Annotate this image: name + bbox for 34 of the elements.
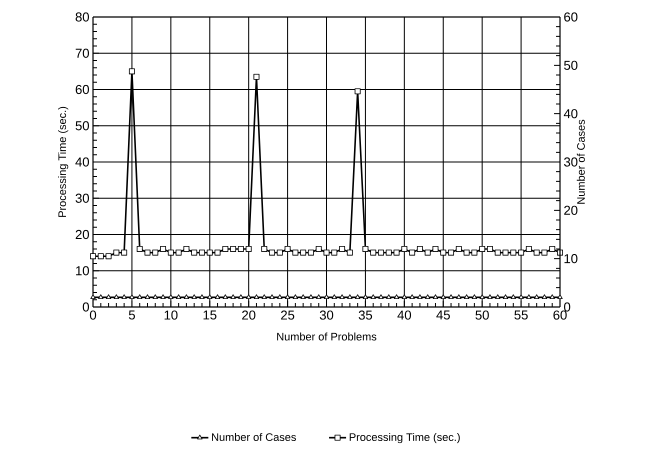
x-tick-label: 5 [128,310,135,320]
y-tick-label: 60 [76,84,89,94]
y-tick-label: 10 [76,266,89,276]
y2-axis-title: Number of Cases [576,120,585,204]
x-tick-label: 45 [436,310,450,320]
x-tick-label: 20 [242,310,256,320]
x-tick-label: 55 [514,310,528,320]
y2-tick-label: 30 [564,157,578,167]
y2-tick-label: 20 [564,206,578,215]
x-tick-label: 10 [164,310,178,320]
x-tick-label: 60 [553,310,567,320]
x-tick-label: 40 [397,310,412,320]
legend-label: Number of Cases [212,432,296,442]
y-tick-label: 30 [76,194,89,203]
x-tick-label: 15 [204,310,216,320]
y2-tick-label: 10 [564,254,578,264]
y-tick-label: 50 [76,121,89,130]
x-tick-label: 0 [90,310,96,320]
y-tick-label: 40 [75,157,89,167]
y2-tick-label: 40 [564,109,578,118]
x-tick-label: 35 [358,310,372,320]
y-axis-title: Processing Time (sec.) [58,106,68,217]
y-tick-label: 80 [76,12,89,22]
x-tick-label: 50 [475,310,489,320]
legend-label: Processing Time (sec.) [350,432,460,444]
y2-tick-label: 0 [564,302,570,312]
y-tick-label: 20 [76,230,89,240]
y2-tick-label: 60 [564,12,578,22]
y2-tick-label: 50 [564,60,578,70]
x-tick-label: 30 [320,310,334,320]
x-tick-label: 25 [281,310,294,320]
x-axis-title: Number of Problems [277,332,376,341]
y-tick-label: 0 [82,302,89,312]
y-tick-label: 70 [76,48,89,58]
